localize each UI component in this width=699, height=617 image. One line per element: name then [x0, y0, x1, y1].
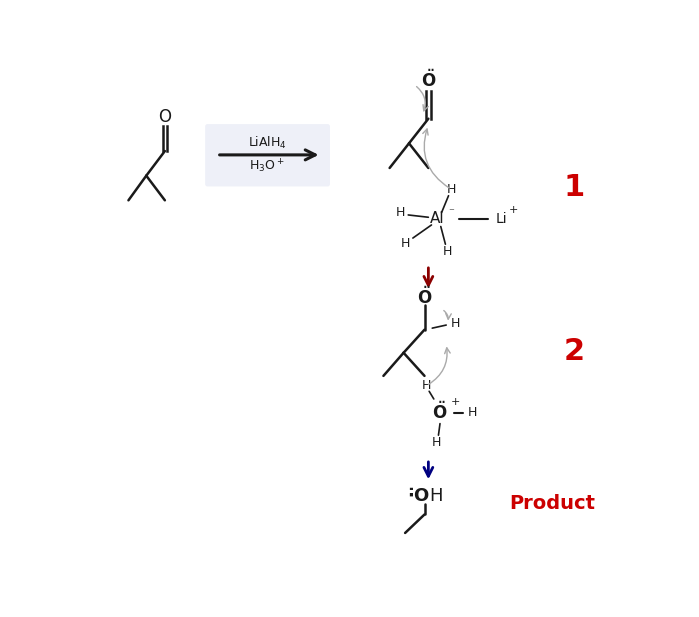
- Text: 2: 2: [563, 337, 584, 366]
- Text: ⁻: ⁻: [449, 208, 454, 218]
- Text: +: +: [509, 205, 519, 215]
- Text: $\bf{\ddot{O}}$: $\bf{\ddot{O}}$: [417, 287, 432, 308]
- FancyBboxPatch shape: [206, 124, 330, 186]
- Text: H: H: [447, 183, 456, 196]
- Text: $\bf{\ddot{O}}$: $\bf{\ddot{O}}$: [421, 70, 436, 91]
- Text: H$_3$O$^+$: H$_3$O$^+$: [250, 158, 285, 175]
- Text: H: H: [421, 379, 431, 392]
- Text: H: H: [401, 237, 410, 250]
- Text: +: +: [451, 397, 460, 407]
- Text: O: O: [159, 108, 171, 126]
- Text: $\bf{\dot{\cdot}O}$H: $\bf{\dot{\cdot}O}$H: [407, 487, 442, 505]
- Text: H: H: [396, 206, 405, 219]
- Text: 1: 1: [563, 173, 584, 202]
- Text: H: H: [431, 436, 441, 449]
- Text: H: H: [451, 317, 460, 330]
- Text: H: H: [442, 244, 452, 258]
- Text: Product: Product: [510, 494, 596, 513]
- Text: H: H: [468, 407, 477, 420]
- Text: LiAlH$_4$: LiAlH$_4$: [247, 135, 287, 151]
- Text: $\bf{\ddot{O}}$: $\bf{\ddot{O}}$: [432, 402, 447, 423]
- Text: Al: Al: [431, 211, 445, 226]
- Text: Li: Li: [496, 212, 507, 226]
